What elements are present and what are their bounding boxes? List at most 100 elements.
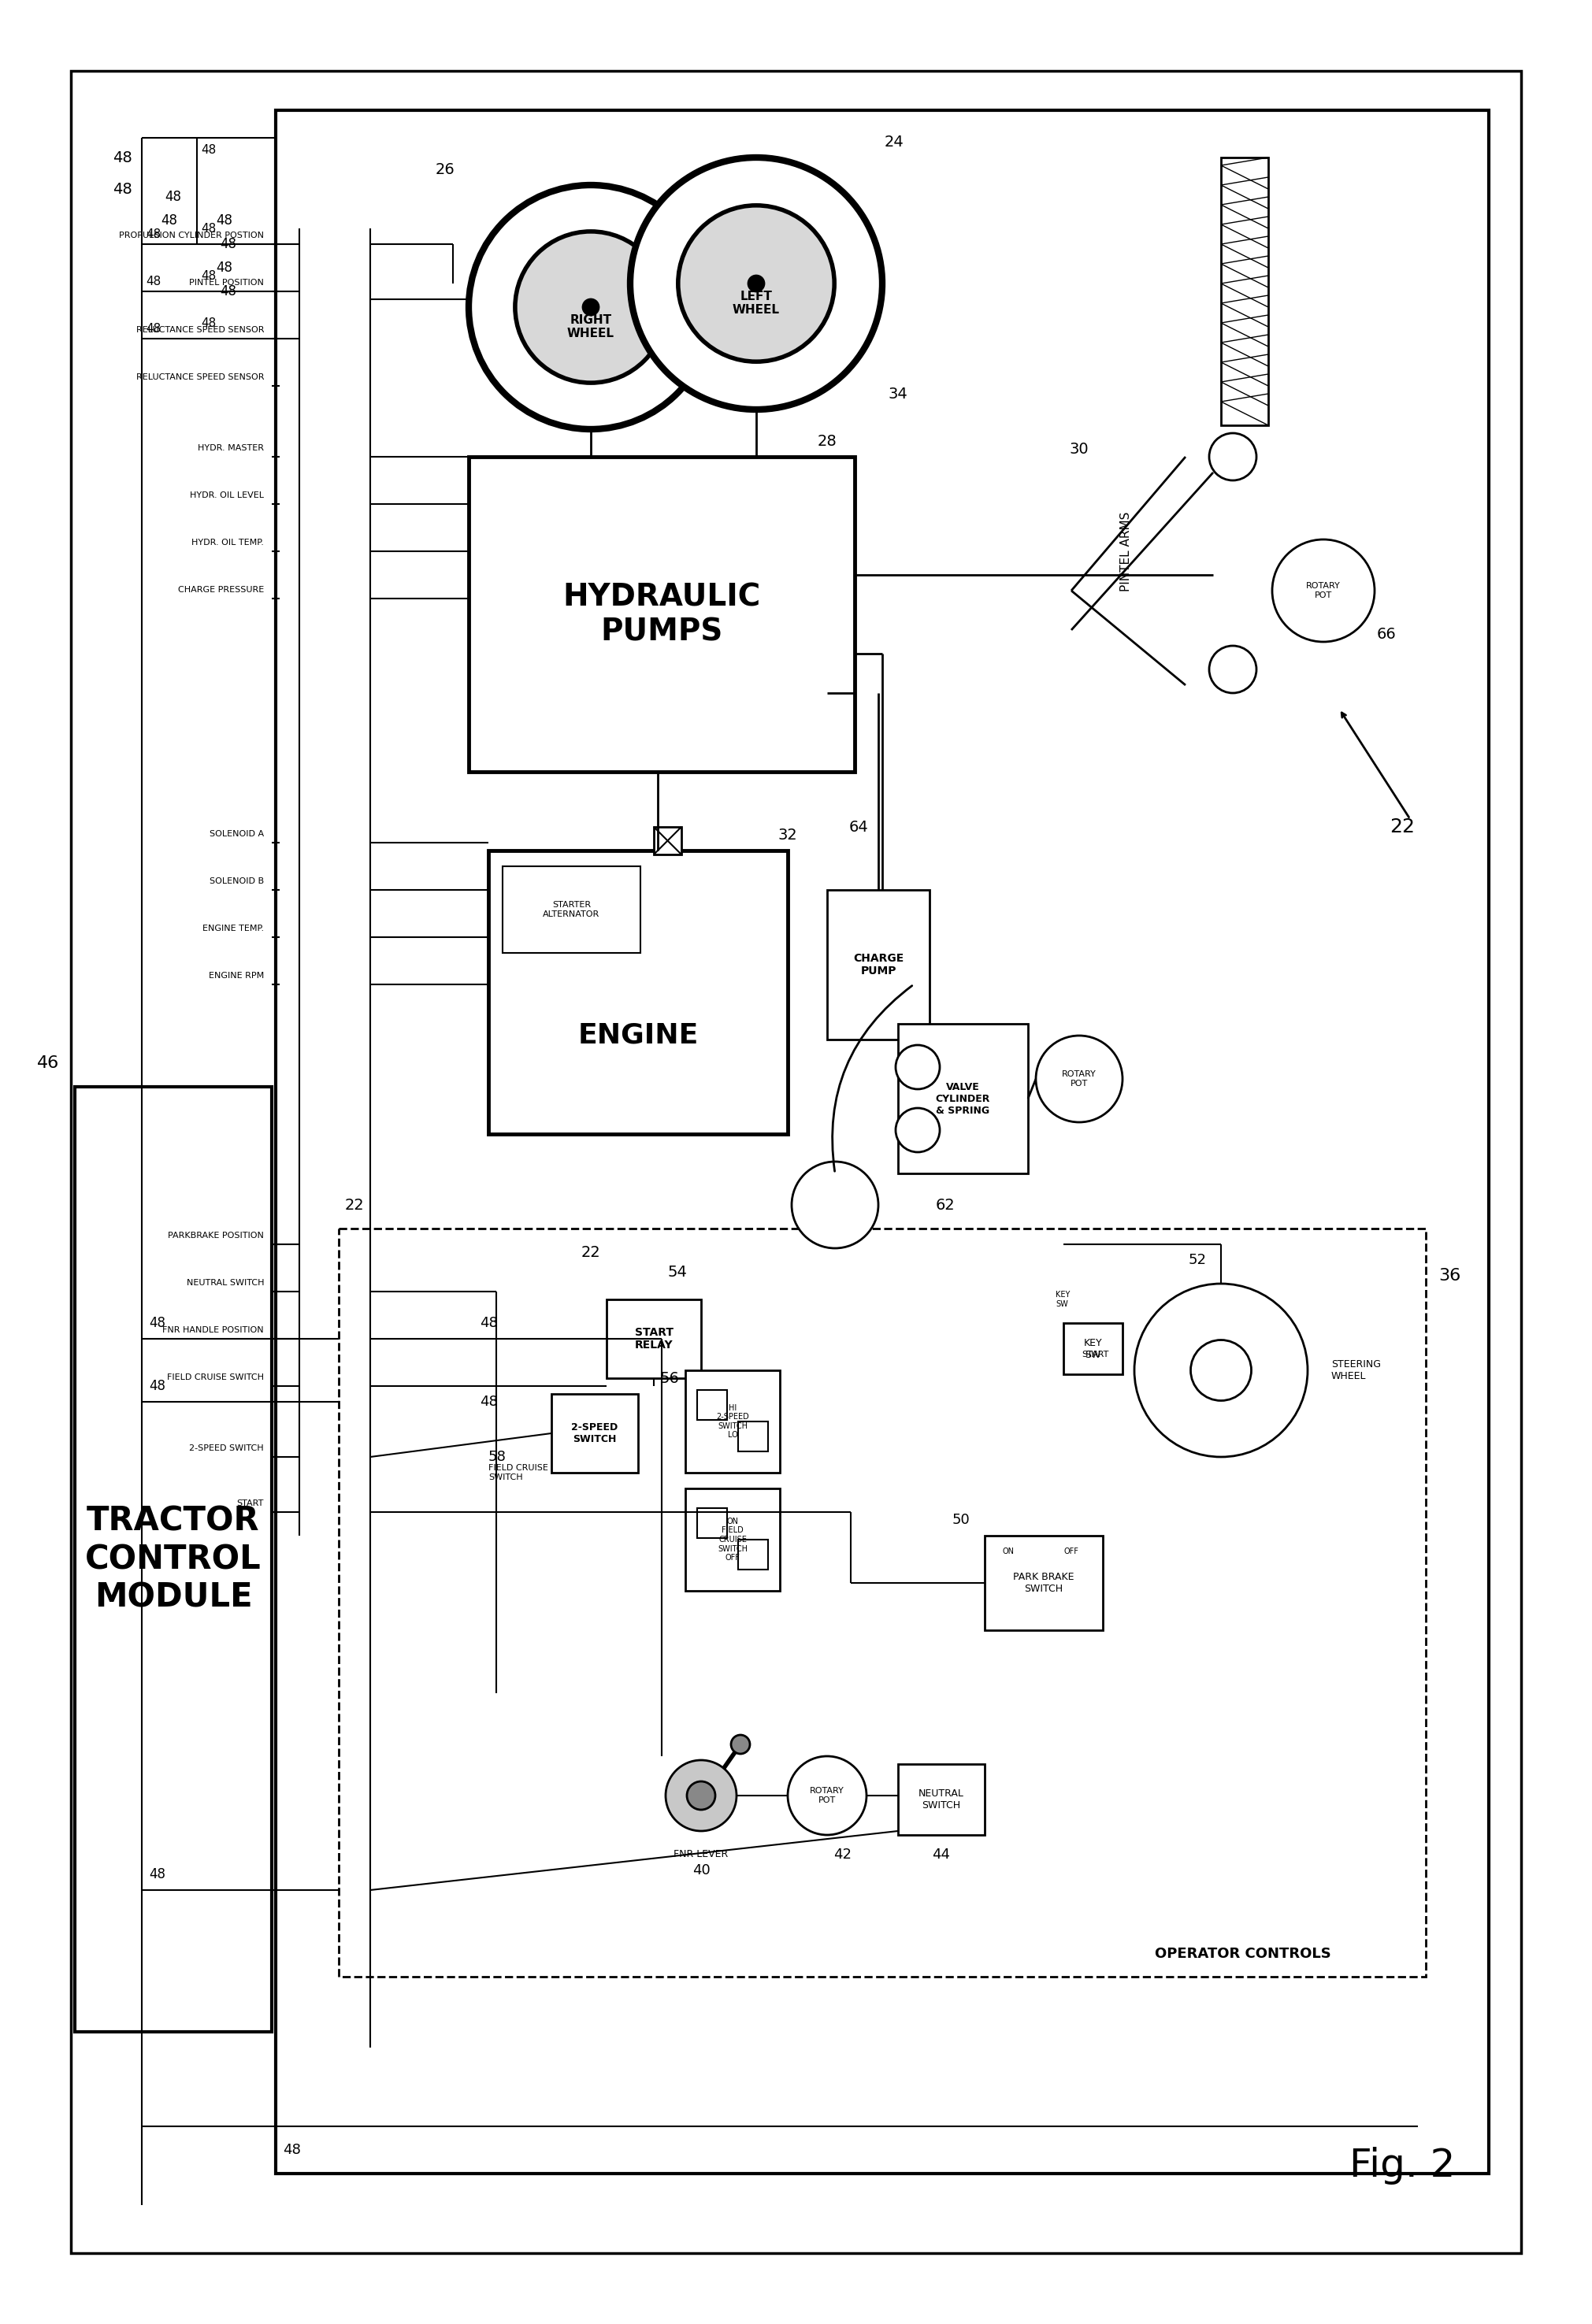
Text: PARKBRAKE POSITION: PARKBRAKE POSITION (167, 1232, 264, 1239)
Text: HYDR. OIL LEVEL: HYDR. OIL LEVEL (189, 490, 264, 500)
Text: 40: 40 (693, 1864, 710, 1878)
Text: SOLENOID A: SOLENOID A (210, 830, 264, 839)
Bar (697, 1508, 728, 1538)
Bar (739, 1422, 767, 1452)
Bar (489, 851, 788, 1134)
Text: ENGINE TEMP.: ENGINE TEMP. (202, 925, 264, 932)
Circle shape (791, 1162, 879, 1248)
Text: ENGINE RPM: ENGINE RPM (209, 971, 264, 981)
Text: 26: 26 (435, 163, 455, 177)
Text: PARK BRAKE
SWITCH: PARK BRAKE SWITCH (1013, 1571, 1075, 1594)
Text: STEERING
WHEEL: STEERING WHEEL (1331, 1360, 1380, 1380)
Bar (685, 1487, 780, 1592)
Text: LEFT
WHEEL: LEFT WHEEL (732, 290, 780, 316)
Text: NEUTRAL SWITCH: NEUTRAL SWITCH (186, 1278, 264, 1287)
Text: NEUTRAL
SWITCH: NEUTRAL SWITCH (919, 1789, 965, 1810)
Text: 56: 56 (659, 1371, 680, 1385)
Text: KEY
SW: KEY SW (1084, 1339, 1102, 1360)
Bar (654, 827, 681, 855)
Text: HYDRAULIC
PUMPS: HYDRAULIC PUMPS (562, 581, 761, 646)
Text: 54: 54 (667, 1264, 688, 1278)
Circle shape (665, 1759, 737, 1831)
Circle shape (1272, 539, 1374, 641)
Text: 2-SPEED SWITCH: 2-SPEED SWITCH (189, 1443, 264, 1452)
Text: HYDR. MASTER: HYDR. MASTER (197, 444, 264, 453)
Circle shape (516, 232, 667, 383)
Text: 50: 50 (952, 1513, 970, 1527)
Bar (898, 1764, 985, 1836)
Text: 48: 48 (201, 223, 217, 235)
Circle shape (583, 300, 599, 316)
Text: 66: 66 (1377, 627, 1396, 641)
Text: PROPULSION CYLINDER POSTION: PROPULSION CYLINDER POSTION (119, 232, 264, 239)
Text: 48: 48 (113, 181, 132, 198)
Text: CHARGE
PUMP: CHARGE PUMP (853, 953, 904, 976)
Text: START: START (237, 1499, 264, 1508)
Bar (551, 1394, 638, 1473)
Circle shape (731, 1736, 750, 1755)
Text: 48: 48 (146, 274, 161, 288)
Text: PINTEL ARMS: PINTEL ARMS (1121, 511, 1132, 590)
Text: TRACTOR
CONTROL
MODULE: TRACTOR CONTROL MODULE (86, 1504, 261, 1615)
Bar (275, 109, 1489, 2173)
Text: 48: 48 (217, 260, 232, 274)
Bar (1063, 1322, 1122, 1373)
Text: 64: 64 (849, 820, 868, 834)
Text: 48: 48 (146, 228, 161, 239)
Text: 58: 58 (489, 1450, 506, 1464)
Bar (697, 1390, 728, 1420)
Text: STARTER
ALTERNATOR: STARTER ALTERNATOR (543, 902, 600, 918)
Text: 48: 48 (201, 270, 217, 281)
Text: ON
FIELD
CRUISE
SWITCH
OFF: ON FIELD CRUISE SWITCH OFF (718, 1518, 748, 1562)
Text: 2-SPEED
SWITCH: 2-SPEED SWITCH (572, 1422, 618, 1443)
Circle shape (686, 1783, 715, 1810)
Circle shape (748, 277, 764, 290)
Text: FIELD CRUISE
SWITCH: FIELD CRUISE SWITCH (489, 1464, 548, 1480)
Text: CHARGE PRESSURE: CHARGE PRESSURE (178, 586, 264, 595)
Circle shape (468, 186, 713, 430)
Circle shape (1210, 432, 1256, 481)
Circle shape (788, 1757, 866, 1836)
Text: 48: 48 (150, 1866, 166, 1882)
Text: 48: 48 (282, 2143, 301, 2157)
Text: RIGHT
WHEEL: RIGHT WHEEL (567, 314, 615, 339)
Text: 48: 48 (113, 151, 132, 165)
Text: 48: 48 (150, 1378, 166, 1392)
Circle shape (896, 1046, 939, 1090)
Text: 30: 30 (1070, 442, 1089, 456)
Bar (339, 1229, 1426, 1978)
Circle shape (1036, 1037, 1122, 1122)
Bar (503, 867, 640, 953)
Text: FNR HANDLE POSITION: FNR HANDLE POSITION (162, 1327, 264, 1334)
Text: 36: 36 (1438, 1269, 1460, 1283)
Circle shape (1191, 1341, 1251, 1401)
Bar (1221, 158, 1269, 425)
Text: ROTARY
POT: ROTARY POT (1062, 1071, 1097, 1088)
Text: ON: ON (1003, 1548, 1014, 1555)
Text: 48: 48 (217, 214, 232, 228)
Bar (75, 1088, 272, 2031)
Bar (607, 1299, 700, 1378)
Bar (828, 890, 930, 1039)
Text: 48: 48 (220, 284, 237, 297)
Text: 48: 48 (201, 144, 217, 156)
Text: HYDR. OIL TEMP.: HYDR. OIL TEMP. (191, 539, 264, 546)
Text: RELUCTANCE SPEED SENSOR: RELUCTANCE SPEED SENSOR (135, 325, 264, 335)
Text: FNR LEVER: FNR LEVER (673, 1850, 729, 1859)
Text: START: START (1081, 1350, 1108, 1360)
Bar (739, 1538, 767, 1569)
Text: 48: 48 (479, 1315, 497, 1329)
Text: ROTARY
POT: ROTARY POT (810, 1787, 844, 1803)
Bar (468, 458, 855, 772)
Text: 46: 46 (37, 1055, 59, 1071)
Text: 22: 22 (345, 1197, 365, 1213)
Circle shape (1135, 1283, 1307, 1457)
Text: 48: 48 (201, 316, 217, 328)
Text: 62: 62 (936, 1197, 955, 1213)
Text: Fig. 2: Fig. 2 (1350, 2147, 1455, 2185)
Text: ENGINE: ENGINE (578, 1023, 699, 1048)
Text: 28: 28 (817, 435, 837, 449)
Circle shape (896, 1109, 939, 1153)
Text: 42: 42 (834, 1848, 852, 1862)
Text: OPERATOR CONTROLS: OPERATOR CONTROLS (1156, 1948, 1331, 1961)
